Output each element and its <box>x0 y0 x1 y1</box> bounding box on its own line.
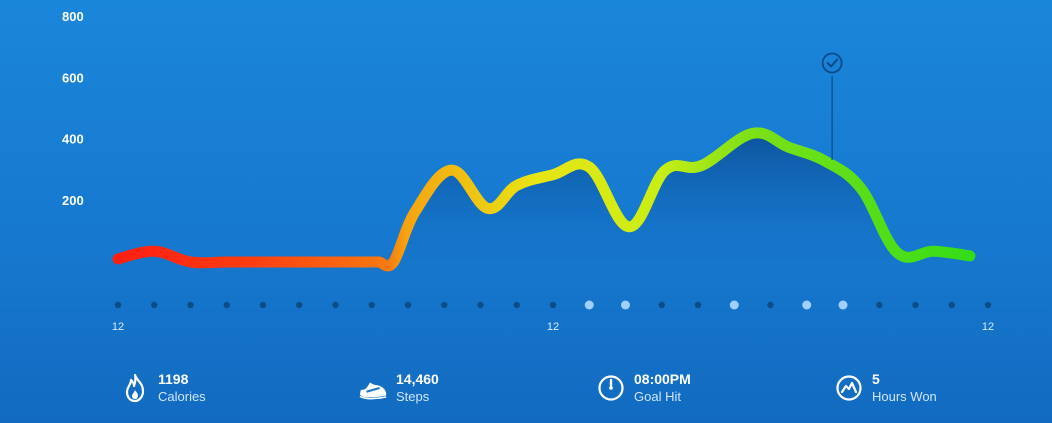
hour-dot <box>259 301 267 309</box>
x-tick-label: 12 <box>547 321 559 333</box>
hour-dot <box>658 301 665 309</box>
stat-calories: 1198 Calories <box>120 368 206 408</box>
hours-won-value: 5 <box>872 371 880 387</box>
calories-value: 1198 <box>158 371 189 387</box>
hour-dot <box>694 301 702 309</box>
hour-dot <box>223 301 230 309</box>
goal-marker <box>821 52 843 160</box>
y-tick-label: 600 <box>62 70 84 85</box>
hour-dot <box>876 301 883 309</box>
hour-dot <box>477 301 484 309</box>
hour-dot <box>838 300 848 310</box>
activity-line <box>112 127 976 272</box>
shoe-icon <box>358 373 388 403</box>
x-axis-labels: 12 12 12 <box>112 321 994 333</box>
hour-dot <box>368 301 375 309</box>
hour-dot <box>767 301 774 309</box>
hour-dot <box>513 301 520 309</box>
clock-icon <box>596 373 626 403</box>
y-tick-label: 400 <box>62 132 84 147</box>
stat-goal-hit: 08:00PM Goal Hit <box>596 368 691 408</box>
hours-won-label: Hours Won <box>872 389 937 404</box>
y-tick-label: 800 <box>62 9 84 24</box>
hour-dot <box>948 301 955 309</box>
hour-dot <box>984 301 992 309</box>
hour-dot <box>187 301 194 309</box>
x-tick-label: 12 <box>982 321 994 333</box>
hours-won-icon <box>834 373 864 403</box>
calories-label: Calories <box>158 389 206 404</box>
goal-hit-value: 08:00PM <box>634 371 691 387</box>
y-tick-label: 200 <box>62 193 84 208</box>
hour-dot <box>729 300 739 310</box>
activity-area <box>118 132 970 267</box>
hour-dot <box>802 300 812 310</box>
hour-dot <box>332 301 339 309</box>
hour-dot <box>296 301 303 309</box>
steps-label: Steps <box>396 389 430 404</box>
hour-dot <box>912 301 919 309</box>
goal-check-icon[interactable] <box>821 52 843 74</box>
hour-dot <box>114 301 122 309</box>
stat-steps: 14,460 Steps <box>358 368 439 408</box>
hour-dot <box>441 301 448 309</box>
hour-dots <box>114 300 992 310</box>
hour-dot <box>404 301 412 309</box>
hour-dot <box>549 301 557 309</box>
activity-chart: 800 600 400 200 12 12 12 <box>62 9 995 333</box>
hour-dot <box>621 300 630 310</box>
y-axis-ticks: 800 600 400 200 <box>62 9 84 208</box>
hour-dot <box>151 301 158 309</box>
hour-dot <box>584 300 594 310</box>
steps-value: 14,460 <box>396 371 439 387</box>
x-tick-label: 12 <box>112 321 124 333</box>
flame-icon <box>120 373 150 403</box>
goal-hit-label: Goal Hit <box>634 389 681 404</box>
stat-hours-won: 5 Hours Won <box>834 368 937 408</box>
